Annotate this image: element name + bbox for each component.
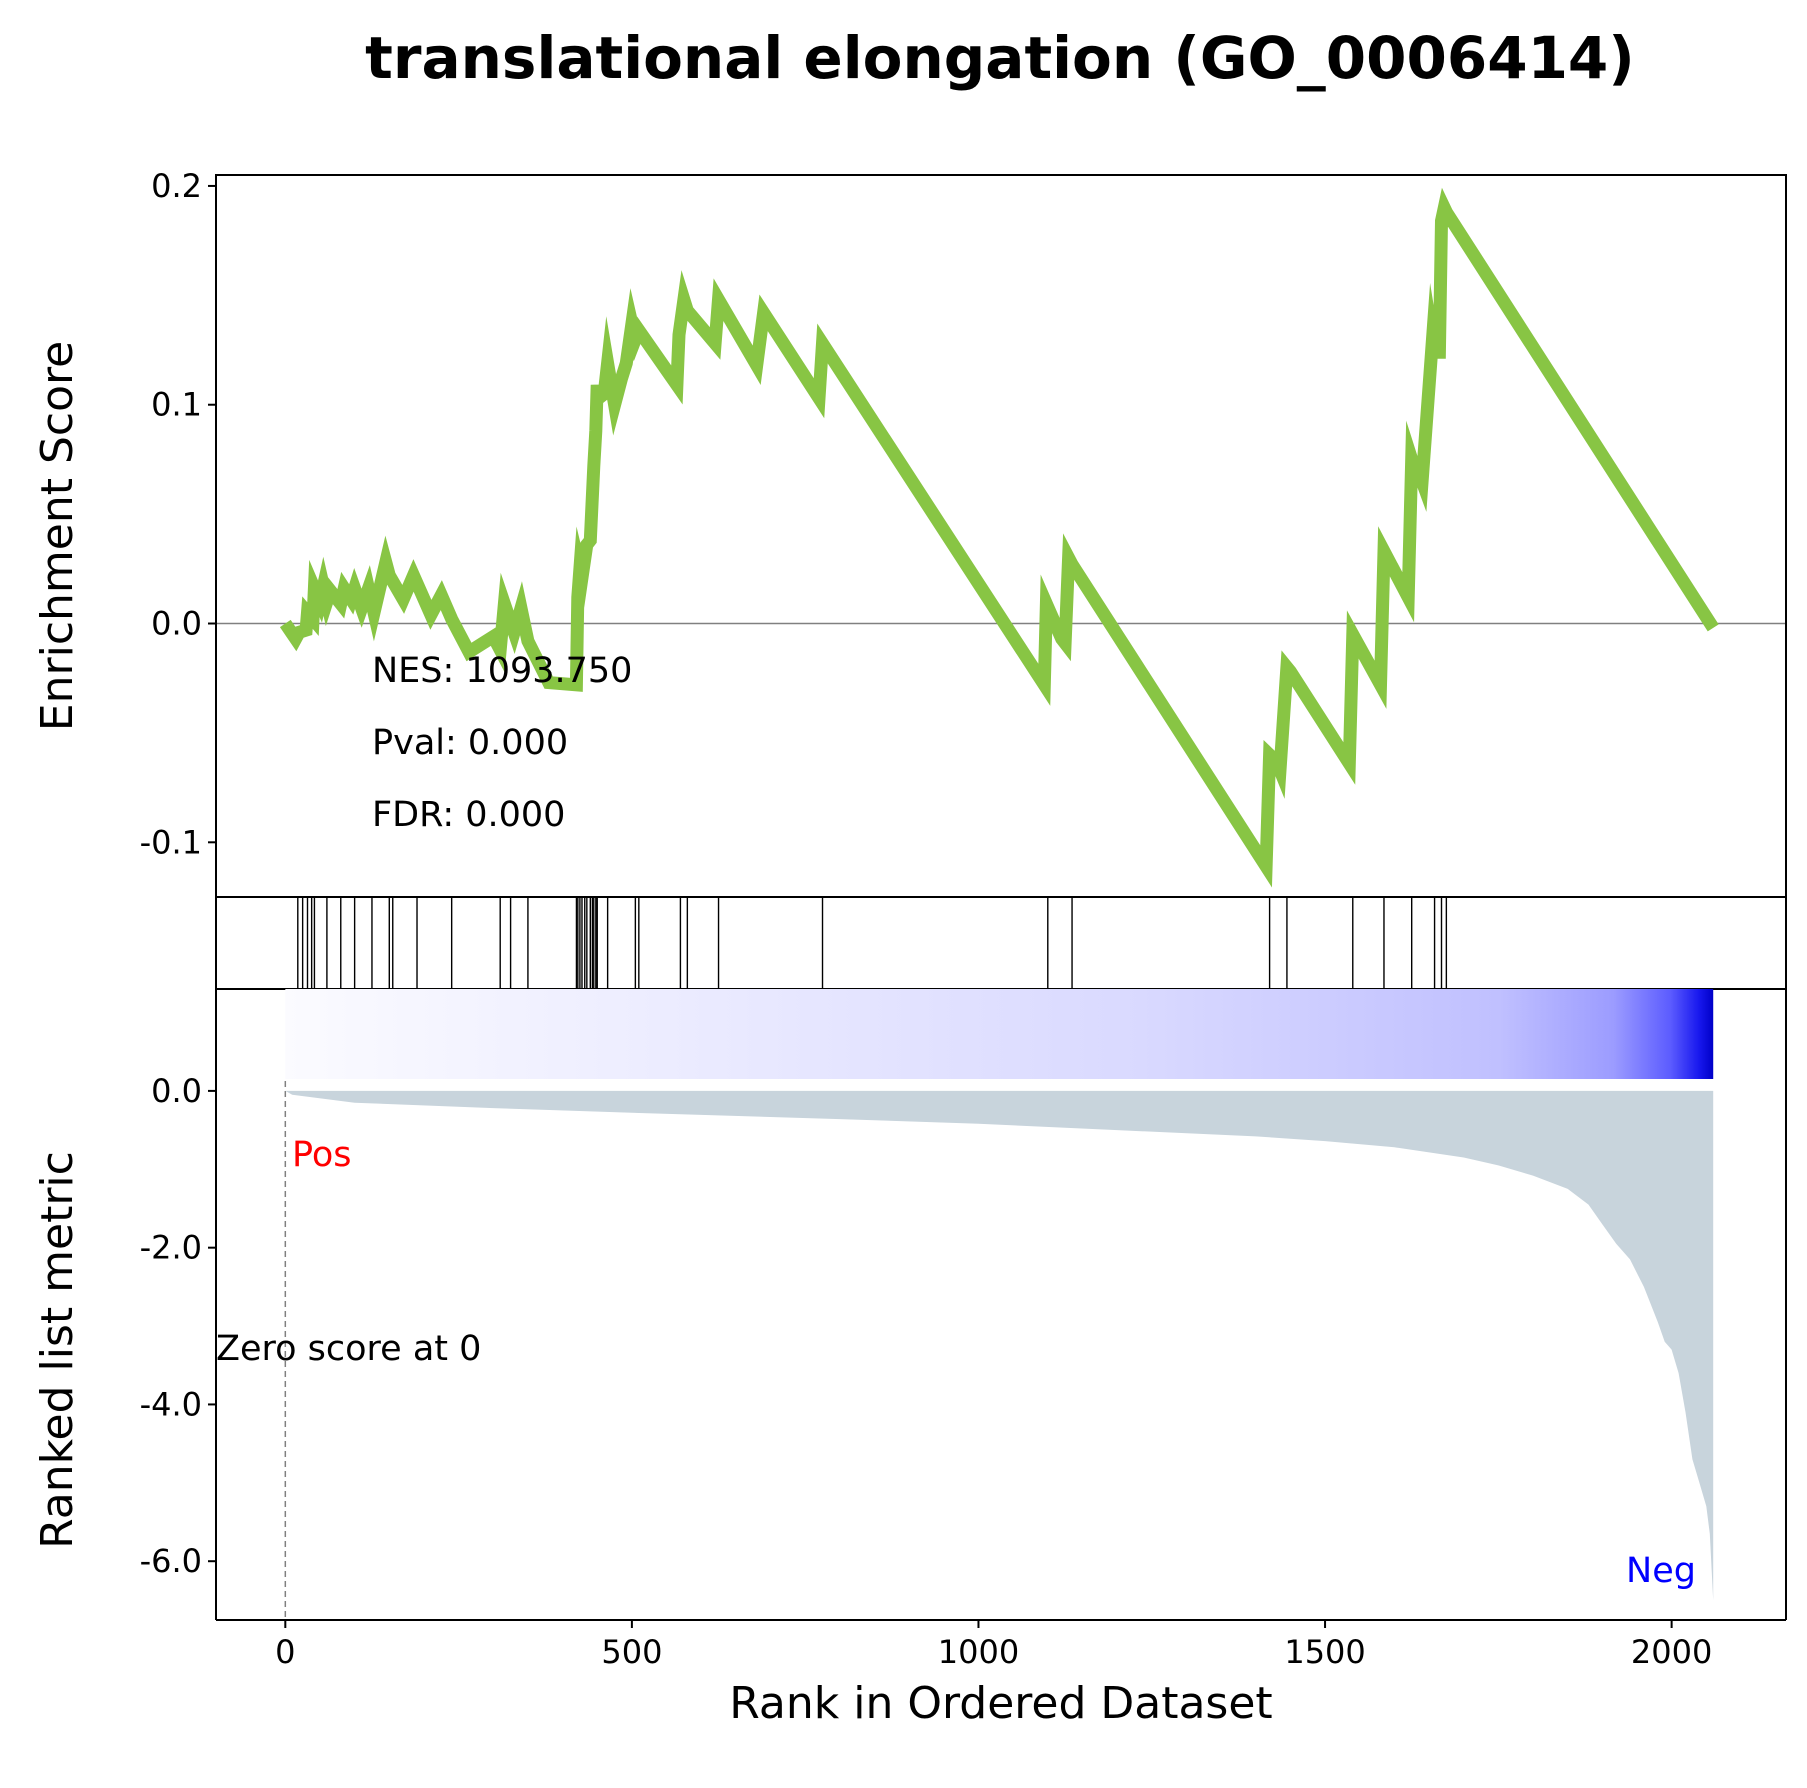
rank-color-bar [285,989,1714,1079]
x-tick-label: 0 [275,1633,295,1671]
neg-label: Neg [1626,1551,1696,1591]
top-panel-bg [216,175,1786,897]
es-y-tick-label: -0.1 [140,823,202,861]
es-y-ticks: -0.1 0.0 0.1 0.2 [140,167,216,861]
x-tick-label: 1000 [938,1633,1019,1671]
hits-panel-bg [216,897,1786,989]
es-y-tick-label: 0.0 [151,605,202,643]
es-y-tick-label: 0.1 [151,386,202,424]
metric-y-tick-label: -6.0 [140,1542,202,1580]
ranked-metric-area [285,1090,1714,1601]
metric-y-tick-label: -4.0 [140,1385,202,1423]
metric-y-axis-label: Ranked list metric [32,1151,83,1549]
metric-y-tick-label: 0.0 [151,1072,202,1110]
nes-annotation: NES: 1093.750 [372,651,632,691]
pos-label: Pos [292,1135,352,1175]
x-tick-label: 500 [601,1633,662,1671]
es-y-tick-label: 0.2 [151,167,202,205]
x-axis-label: Rank in Ordered Dataset [729,1678,1272,1729]
zero-score-annotation: Zero score at 0 [216,1329,481,1369]
gene-hits-panel [215,896,1787,990]
enrichment-score-line [279,187,1719,888]
x-tick-label: 1500 [1284,1633,1365,1671]
chart-title: translational elongation (GO_0006414) [365,24,1635,92]
fdr-annotation: FDR: 0.000 [372,795,565,835]
metric-y-ticks: 0.0 -2.0 -4.0 -6.0 [140,1072,216,1580]
es-y-axis-label: Enrichment Score [32,341,83,731]
x-tick-label: 2000 [1631,1633,1712,1671]
metric-y-tick-label: -2.0 [140,1229,202,1267]
pval-annotation: Pval: 0.000 [372,723,568,763]
hit-lines [297,897,1448,989]
ranked-metric-panel: 0.0 -2.0 -4.0 -6.0 Pos Neg Zero score at 0 [140,989,1787,1621]
x-axis-ticks: 0 500 1000 1500 2000 [275,1620,1712,1671]
enrichment-score-panel: -0.10.00.10.2 NES: 1093.750 Pval: 0.000 … [140,167,1787,898]
